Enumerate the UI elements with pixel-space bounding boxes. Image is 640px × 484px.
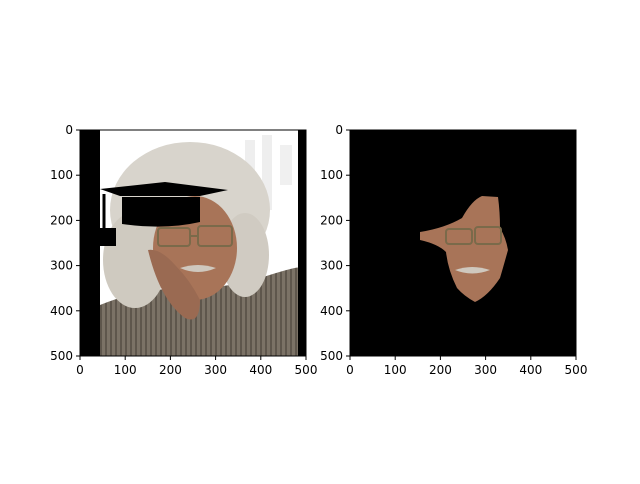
right-x-tick-label: 100	[384, 363, 407, 377]
right-x-tick-label: 200	[429, 363, 452, 377]
right-y-tick-label: 100	[320, 168, 343, 182]
left-y-tick-label: 500	[50, 349, 73, 363]
wall-mark	[262, 135, 272, 210]
right-axes-frame	[349, 129, 577, 357]
right-image-content	[350, 130, 576, 356]
mustache	[180, 265, 216, 272]
right-x-tick-label: 400	[519, 363, 542, 377]
left-x-tick-label: 0	[76, 363, 84, 377]
left-x-tick-label: 300	[204, 363, 227, 377]
right-x-tick-label: 0	[346, 363, 354, 377]
left-x-tick-label: 400	[249, 363, 272, 377]
right-y-tick-label: 400	[320, 304, 343, 318]
segment-glasses-right-lens	[474, 226, 502, 245]
graduation-cap-tassel-end	[98, 228, 116, 246]
right-y-tick-label: 300	[320, 259, 343, 273]
hair-left	[103, 212, 167, 308]
left-x-tick-label: 500	[295, 363, 318, 377]
graduation-cap-board	[100, 182, 228, 196]
left-y-tick-label: 300	[50, 259, 73, 273]
left-x-tick-label: 200	[159, 363, 182, 377]
hand	[148, 249, 200, 320]
right-y-tick-label: 200	[320, 213, 343, 227]
left-x-tick-label: 100	[114, 363, 137, 377]
left-y-tick-label: 0	[65, 123, 73, 137]
face-segment	[420, 196, 508, 302]
left-y-tick-label: 200	[50, 213, 73, 227]
left-image-content	[80, 130, 306, 356]
left-y-tick-label: 400	[50, 304, 73, 318]
right-y-tick-label: 0	[335, 123, 343, 137]
graduation-cap-base	[122, 197, 200, 227]
right-y-tick-label: 500	[320, 349, 343, 363]
segment-mustache	[455, 267, 490, 274]
left-axes-frame	[79, 129, 307, 357]
right-x-tick-label: 500	[565, 363, 588, 377]
left-black-band	[80, 130, 100, 356]
right-black-band	[298, 130, 306, 356]
right-x-tick-label: 300	[474, 363, 497, 377]
wall-mark	[280, 145, 292, 185]
segment-glasses-left-lens	[445, 228, 473, 245]
left-y-tick-label: 100	[50, 168, 73, 182]
